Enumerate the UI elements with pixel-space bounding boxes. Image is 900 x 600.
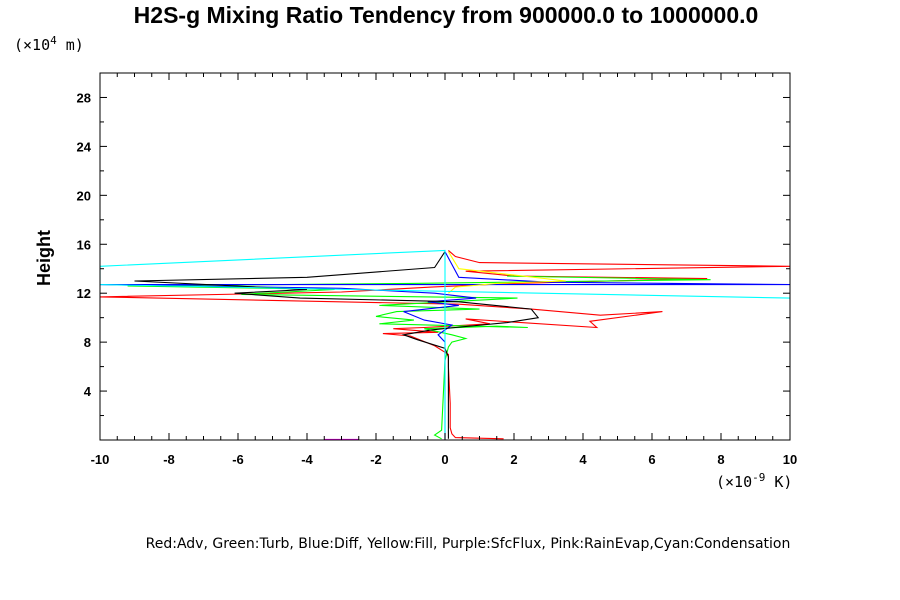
series-line-5 (100, 249, 790, 439)
x-unit-label: (×10-9 K) (716, 471, 792, 491)
x-tick-label: -4 (301, 452, 313, 467)
y-axis-label: Height (34, 230, 54, 286)
x-tick-label: -6 (232, 452, 244, 467)
series-layer (100, 249, 790, 440)
x-tick-label: -8 (163, 452, 175, 467)
axes (99, 72, 791, 441)
x-tick-label: 10 (783, 452, 797, 467)
y-tick-label: 4 (84, 384, 92, 399)
x-tick-label: -2 (370, 452, 382, 467)
x-tick-label: -10 (91, 452, 110, 467)
y-tick-label: 12 (77, 286, 91, 301)
x-tick-label: 0 (441, 452, 448, 467)
legend-text: Red:Adv, Green:Turb, Blue:Diff, Yellow:F… (146, 536, 791, 552)
y-tick-label: 24 (77, 139, 92, 154)
x-tick-label: 6 (648, 452, 655, 467)
y-tick-label: 16 (77, 237, 91, 252)
x-tick-label: 2 (510, 452, 517, 467)
chart-title: H2S-g Mixing Ratio Tendency from 900000.… (134, 2, 759, 28)
series-line-4 (447, 251, 566, 294)
series-line-3 (134, 251, 540, 439)
y-tick-label: 20 (77, 188, 91, 203)
x-tick-label: 4 (579, 452, 587, 467)
y-tick-label: 28 (77, 90, 91, 105)
x-tick-label: 8 (717, 452, 724, 467)
y-unit-label: (×104 m) (14, 34, 84, 54)
y-tick-label: 8 (84, 335, 91, 350)
